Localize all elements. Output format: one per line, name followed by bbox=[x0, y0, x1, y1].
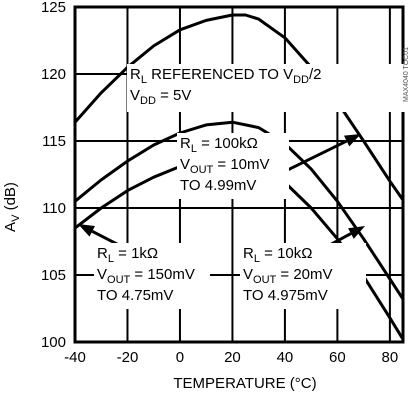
annotation-line: VOUT = 150mV bbox=[97, 266, 195, 286]
annotation-line: VOUT = 20mV bbox=[243, 266, 333, 286]
x-tick-label: 40 bbox=[277, 349, 294, 366]
annotation-line: RL = 100kΩ bbox=[180, 135, 258, 155]
annotation-line: VOUT = 10mV bbox=[180, 156, 270, 176]
y-tick-label: 110 bbox=[42, 200, 66, 217]
y-axis-title: AV (dB) bbox=[2, 182, 22, 232]
y-tick-label: 125 bbox=[41, 0, 66, 16]
x-axis-title: TEMPERATURE (°C) bbox=[173, 375, 316, 392]
y-tick-label: 105 bbox=[41, 267, 66, 284]
tick-labels: -40 -20 0 20 40 60 80 100 105 110 115 120 125 bbox=[41, 0, 398, 366]
x-tick-label: -40 bbox=[64, 349, 86, 366]
annotation-bg bbox=[177, 133, 289, 199]
watermark: MAX4040 TOC01 bbox=[403, 47, 410, 102]
annotation-line: TO 4.975mV bbox=[243, 287, 328, 304]
x-tick-label: 0 bbox=[176, 349, 184, 366]
annotation-bg bbox=[240, 243, 366, 309]
annotation-line: RL = 1kΩ bbox=[97, 245, 158, 265]
x-tick-label: -20 bbox=[117, 349, 139, 366]
series-line-1 bbox=[73, 13, 405, 201]
x-tick-label: 20 bbox=[224, 349, 241, 366]
annotation-line: RL REFERENCED TO VDD/2 bbox=[130, 66, 322, 86]
y-tick-label: 115 bbox=[42, 133, 66, 150]
x-tick-label: 60 bbox=[329, 349, 346, 366]
y-tick-label: 120 bbox=[41, 66, 66, 83]
annotation-line: VDD = 5V bbox=[130, 87, 191, 107]
annotation-line: RL = 10kΩ bbox=[243, 245, 312, 265]
y-tick-label: 100 bbox=[41, 334, 66, 351]
annotation-bg bbox=[94, 243, 210, 309]
x-tick-label: 80 bbox=[382, 349, 399, 366]
annotation-line: TO 4.99mV bbox=[180, 177, 256, 194]
annotation-line: TO 4.75mV bbox=[97, 287, 173, 304]
plot-frame bbox=[73, 5, 405, 344]
annotation-bg bbox=[127, 64, 407, 112]
